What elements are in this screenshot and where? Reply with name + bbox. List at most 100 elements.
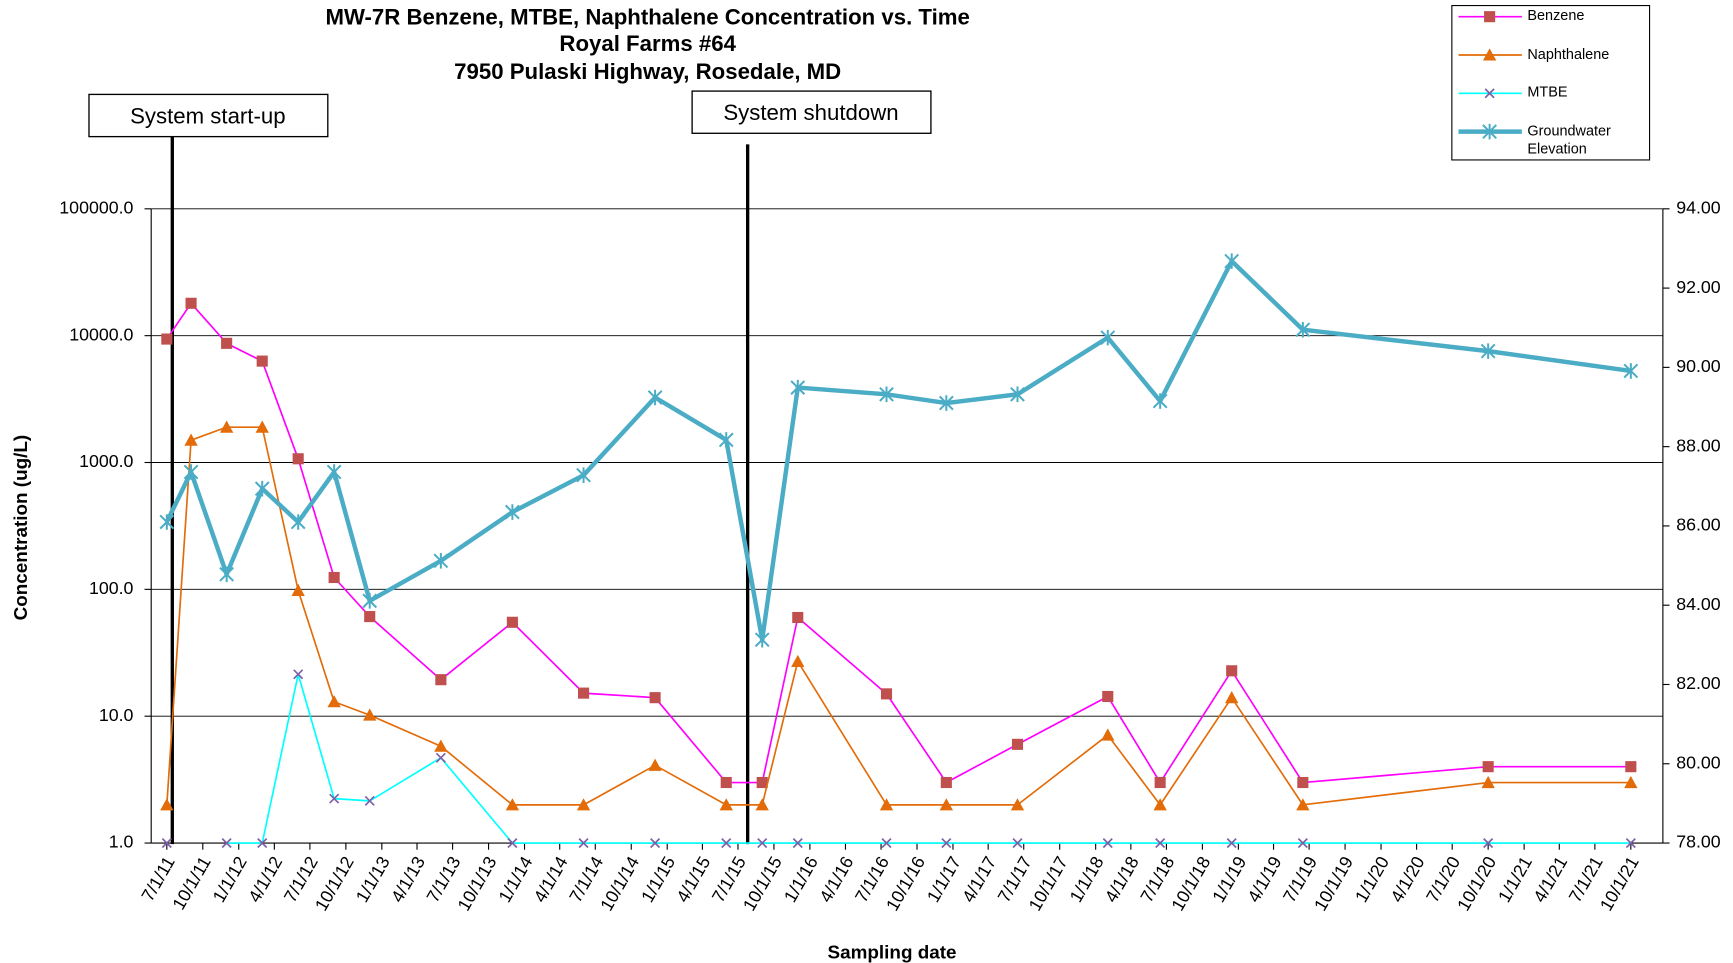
marker [506, 616, 518, 628]
marker [160, 798, 174, 811]
marker [879, 386, 894, 403]
x-tick-label: 1/1/19 [1208, 853, 1250, 906]
marker [1155, 838, 1166, 849]
marker [1483, 838, 1494, 849]
marker [647, 389, 663, 406]
marker [720, 776, 732, 789]
y2-tick-label: 84.00 [1676, 594, 1721, 614]
y2-tick-label: 90.00 [1676, 356, 1721, 376]
marker [755, 798, 769, 811]
marker [185, 297, 197, 309]
marker [293, 669, 304, 680]
x-tick-label: 1/1/13 [352, 853, 394, 906]
chart-title: Royal Farms #64 [559, 31, 736, 56]
marker [362, 593, 378, 609]
marker [1225, 690, 1239, 704]
marker [219, 566, 235, 583]
marker [1623, 363, 1639, 379]
marker [1100, 329, 1116, 346]
y2-tick-label: 94.00 [1676, 198, 1721, 218]
y2-tick-label: 82.00 [1676, 673, 1721, 693]
x-tick-label: 1/1/15 [637, 853, 679, 906]
legend-label: Groundwater Elevation [1527, 121, 1611, 157]
x-tick-label: 4/1/20 [1387, 853, 1429, 906]
y2-tick-label: 88.00 [1676, 435, 1721, 455]
marker [435, 752, 446, 763]
x-tick-label: 4/1/13 [387, 853, 429, 906]
y2-tick-label: 80.00 [1676, 752, 1721, 772]
marker [1010, 798, 1025, 811]
marker [1297, 776, 1309, 789]
x-tick-label: 1/1/16 [780, 853, 822, 906]
x-tick-label: 4/1/12 [244, 853, 286, 906]
legend-label: MTBE [1527, 83, 1568, 100]
x-tick-label: 4/1/19 [1243, 853, 1285, 906]
marker [183, 464, 199, 480]
marker [161, 838, 172, 849]
marker [433, 553, 449, 569]
marker [507, 838, 518, 849]
marker [649, 692, 661, 704]
marker [879, 798, 894, 811]
marker [1102, 690, 1114, 703]
x-tick-label: 1/1/21 [1494, 853, 1536, 906]
marker [1226, 665, 1238, 677]
marker [505, 504, 520, 520]
marker [1010, 386, 1025, 403]
y-tick-label: 100.0 [89, 578, 134, 598]
x-tick-label: 4/1/17 [958, 853, 1000, 906]
marker [1226, 838, 1237, 849]
marker [329, 793, 340, 804]
marker [364, 795, 375, 806]
x-tick-label: 1/1/17 [923, 853, 965, 906]
y-tick-label: 10000.0 [69, 324, 133, 344]
marker [1295, 321, 1311, 338]
chart-title: 7950 Pulaski Highway, Rosedale, MD [454, 59, 841, 84]
marker [757, 838, 768, 849]
marker [219, 420, 234, 433]
marker [941, 838, 952, 849]
marker [364, 611, 376, 623]
marker [880, 688, 893, 700]
marker [159, 514, 175, 530]
y-axis-title: Concentration (ug/L) [11, 435, 32, 621]
marker [326, 464, 342, 480]
legend-item: Groundwater Elevation [1527, 121, 1611, 157]
marker [435, 674, 447, 686]
marker [1102, 838, 1113, 849]
x-tick-label: 4/1/16 [815, 853, 857, 906]
marker [327, 695, 341, 708]
marker [718, 432, 734, 448]
marker [1625, 761, 1637, 773]
x-tick-label: 4/1/18 [1101, 853, 1143, 906]
marker [940, 776, 952, 789]
marker [1484, 88, 1495, 99]
y2-tick-label: 92.00 [1676, 277, 1721, 297]
marker [1297, 838, 1308, 849]
x-tick-label: 4/1/14 [530, 853, 572, 906]
marker [650, 838, 661, 849]
annotation-box [691, 90, 932, 134]
marker [792, 611, 804, 624]
series-line [166, 302, 1631, 784]
marker [792, 838, 803, 849]
marker [221, 337, 233, 349]
marker [1152, 393, 1168, 409]
y-tick-label: 10.0 [99, 705, 134, 725]
legend-item: Naphthalene [1527, 45, 1609, 62]
marker [578, 838, 589, 849]
y-tick-label: 1.0 [109, 832, 134, 852]
marker [1484, 11, 1496, 23]
x-tick-label: 1/1/12 [209, 853, 251, 906]
marker [577, 687, 590, 699]
y2-tick-label: 86.00 [1676, 515, 1721, 535]
y2-tick-label: 78.00 [1676, 832, 1721, 852]
legend-item: Benzene [1527, 7, 1584, 24]
marker [291, 583, 305, 597]
x-tick-label: 1/1/20 [1351, 853, 1393, 906]
marker [881, 838, 892, 849]
annotation: System shutdown [723, 100, 898, 125]
marker [256, 355, 268, 367]
marker [756, 776, 768, 789]
